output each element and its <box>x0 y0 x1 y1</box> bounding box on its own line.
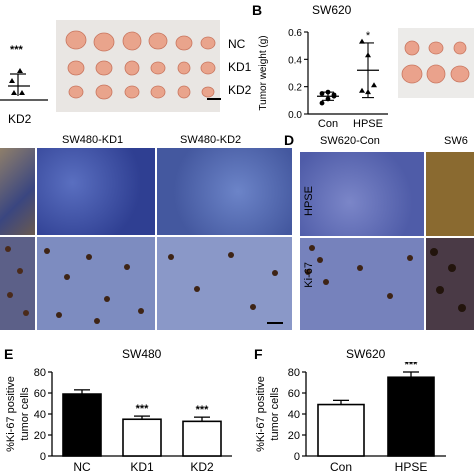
y-axis-label: %Ki-67 positive <box>255 376 267 452</box>
y-tick-label: 0.2 <box>288 83 302 94</box>
row-label-hpse: HPSE <box>303 186 315 216</box>
y-tick-label: 0 <box>294 451 300 463</box>
col-label-kd1: SW480-KD1 <box>62 134 124 146</box>
ihc-d-hpse-right <box>426 152 474 236</box>
row-label-ki67: Ki-67 <box>303 262 315 288</box>
y-axis-label: tumor cells <box>269 387 281 441</box>
panel-d-letter: D <box>284 132 295 148</box>
x-tick-label: HPSE <box>395 460 428 474</box>
y-tick-label: 80 <box>34 367 46 379</box>
y-tick-label: 0.0 <box>288 110 302 121</box>
panel-f-letter: F <box>254 346 263 362</box>
data-point <box>359 87 365 93</box>
x-tick-label: KD1 <box>130 460 154 474</box>
data-point <box>359 38 365 44</box>
col-label-sw6: SW6 <box>444 135 468 147</box>
x-tick-label: Con <box>318 118 338 130</box>
panel-f-title: SW620 <box>346 347 386 361</box>
scale-bar-c <box>267 322 283 324</box>
bar-hpse <box>387 376 435 457</box>
y-tick-label: 80 <box>288 367 300 379</box>
bar-kd2 <box>182 420 222 457</box>
panel-a-significance: *** <box>10 44 23 56</box>
significance-label: *** <box>196 404 210 416</box>
panel-e-title: SW480 <box>122 347 162 361</box>
panel-e-chart: 0 20 40 60 80 %Ki-67 positive tumor cells NC ***… <box>5 367 232 474</box>
row-label-kd2: KD2 <box>228 83 252 97</box>
col-label-kd2: SW480-KD2 <box>180 134 242 146</box>
col-label-sw620-con: SW620-Con <box>320 135 380 147</box>
data-point <box>371 82 377 88</box>
panel-e-letter: E <box>4 346 14 362</box>
x-tick-label: KD2 <box>190 460 214 474</box>
ihc-d-ki67-right <box>426 238 474 330</box>
data-point <box>319 100 325 106</box>
x-tick-label: Con <box>330 460 352 474</box>
y-tick-label: 0 <box>40 451 46 463</box>
x-tick-label: HPSE <box>353 118 383 130</box>
row-label-kd1: KD1 <box>228 60 252 74</box>
bar-kd1 <box>122 418 162 457</box>
ihc-c-top-left <box>0 148 35 235</box>
y-tick-label: 60 <box>34 388 46 400</box>
ihc-d-ki67-con <box>300 238 424 330</box>
scale-bar-a <box>207 98 221 100</box>
y-axis-label: tumor cells <box>19 387 31 441</box>
x-tick-label: NC <box>73 460 91 474</box>
y-tick-label: 0.4 <box>288 55 302 66</box>
ihc-c-top-kd1 <box>37 148 155 235</box>
ihc-c-bottom-kd2 <box>157 237 292 330</box>
ihc-c-top-kd2 <box>157 148 292 235</box>
panel-b-title: SW620 <box>312 3 352 17</box>
y-tick-label: 40 <box>34 409 46 421</box>
significance-label: * <box>366 30 371 42</box>
tumor-photo-b <box>398 28 474 98</box>
bar-con <box>317 403 365 457</box>
panel-a-group-label: KD2 <box>8 112 32 126</box>
ihc-d-hpse-con <box>300 152 424 236</box>
y-tick-label: 20 <box>34 430 46 442</box>
tumor-photo-a <box>56 20 220 112</box>
ihc-c-bottom-kd1 <box>37 237 155 330</box>
ihc-c-bottom-left <box>0 237 35 330</box>
significance-label: *** <box>405 362 419 371</box>
y-tick-label: 60 <box>288 388 300 400</box>
significance-label: *** <box>136 403 150 415</box>
y-axis-label: Tumor weight (g) <box>258 35 269 110</box>
bar-nc <box>62 393 102 457</box>
panel-f-chart: 0 20 40 60 80 %Ki-67 positive tumor cells Con **… <box>255 362 446 474</box>
y-tick-label: 40 <box>288 409 300 421</box>
panel-b-letter: B <box>252 2 263 18</box>
panel-a-dotplot <box>0 68 48 101</box>
y-tick-label: 20 <box>288 430 300 442</box>
row-label-nc: NC <box>228 37 246 51</box>
panel-b-chart: 0.0 0.2 0.4 0.6 Tumor weight (g) Con HPSE * <box>258 28 388 130</box>
y-tick-label: 0.6 <box>288 28 302 39</box>
y-axis-label: %Ki-67 positive <box>5 376 17 452</box>
